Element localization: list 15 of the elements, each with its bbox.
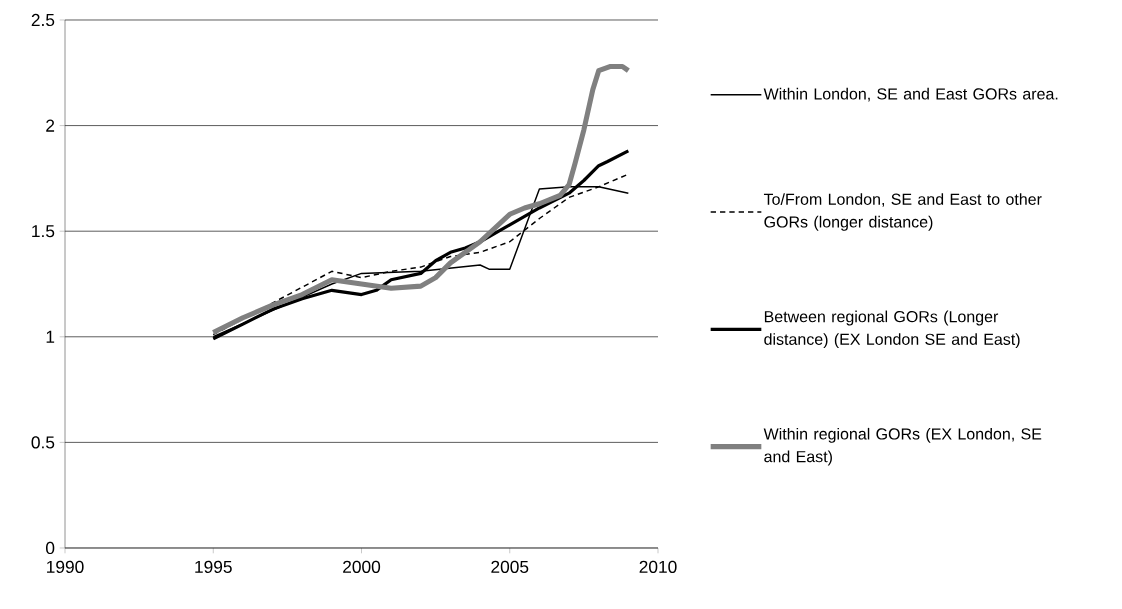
x-tick-label: 2005 (491, 560, 529, 573)
x-tick-label: 1995 (195, 560, 232, 573)
legend-label: Between regional GORs (Longer distance) (EX London SE and East) (764, 310, 1020, 349)
legend-label: Within regional GORs (EX London, SE and East) (763, 427, 1042, 466)
y-tick-label: 1 (46, 330, 55, 343)
x-tick-label: 2000 (343, 560, 381, 573)
legend-label: To/From London, SE and East to other GORs (longer distance) (763, 193, 1042, 231)
y-tick-label: 0.5 (31, 436, 55, 449)
x-tick-label: 1990 (47, 560, 84, 573)
y-tick-label: 0 (46, 541, 55, 555)
legend-label: Within London, SE and East GORs area. (763, 87, 1058, 102)
y-tick-label: 2 (46, 119, 55, 132)
y-tick-label: 1.5 (32, 225, 55, 238)
x-tick-label: 2010 (639, 560, 677, 573)
y-tick-label: 2.5 (31, 13, 55, 27)
